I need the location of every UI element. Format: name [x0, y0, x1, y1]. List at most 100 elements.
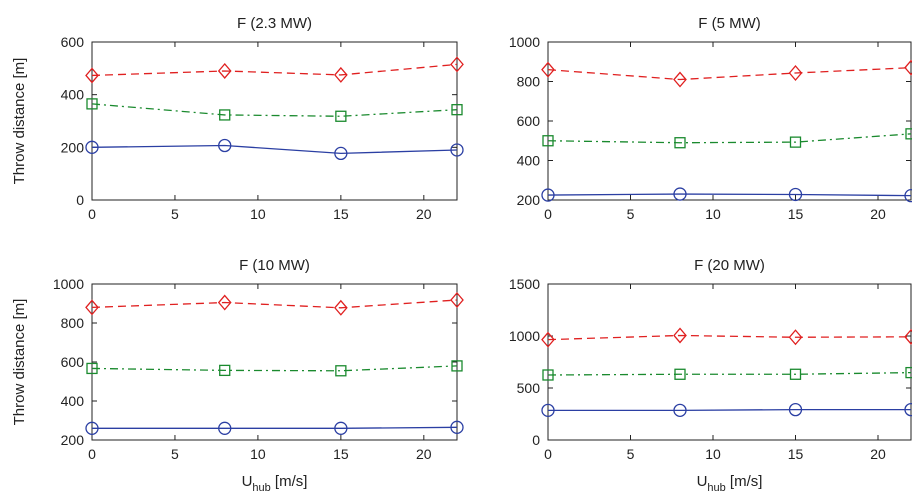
- series-line-square: [91, 365, 458, 372]
- chart-panel-4: F (20 MW) 0 5 10 15 20 0 500 1000 1500 Uhub [m/s]: [509, 257, 912, 494]
- data-point-diamond: [541, 61, 555, 78]
- x-tick-label: 15: [333, 446, 349, 462]
- data-point-square: [905, 128, 912, 140]
- x-tick-label: 5: [627, 206, 635, 222]
- data-point-square: [674, 368, 686, 380]
- data-point-circle: [788, 402, 803, 417]
- chart-title: F (5 MW): [698, 15, 760, 32]
- data-point-diamond: [334, 299, 348, 316]
- x-tick-label: 0: [88, 446, 96, 462]
- data-point-diamond: [450, 56, 464, 73]
- data-point-square: [451, 104, 463, 116]
- data-point-circle: [334, 421, 348, 435]
- data-point-diamond: [788, 65, 803, 82]
- x-tick-label: 5: [171, 206, 179, 222]
- x-tick-label: 20: [870, 206, 886, 222]
- data-point-diamond: [334, 66, 348, 83]
- series-layer: [85, 291, 464, 435]
- data-point-square: [86, 362, 98, 375]
- data-point-diamond: [217, 294, 232, 311]
- y-tick-label: 0: [532, 432, 540, 448]
- y-tick-label: 1000: [509, 328, 540, 344]
- data-point-circle: [334, 146, 348, 161]
- y-tick-label: 1500: [509, 276, 540, 292]
- y-tick-label: 800: [517, 74, 541, 90]
- series-line-diamond: [547, 334, 912, 341]
- data-point-square: [86, 98, 98, 110]
- y-tick-label: 1000: [53, 276, 84, 292]
- y-tick-label: 800: [61, 315, 85, 331]
- x-tick-label: 0: [544, 446, 552, 462]
- data-point-square: [219, 109, 231, 121]
- data-point-circle: [85, 140, 99, 154]
- data-point-circle: [450, 143, 464, 157]
- x-axis-label-subscript: hub: [707, 482, 725, 494]
- data-point-square: [789, 136, 802, 148]
- y-axis-label: Throw distance [m]: [11, 299, 28, 426]
- series-line-circle: [92, 426, 458, 429]
- x-tick-label: 5: [171, 446, 179, 462]
- series-layer: [85, 56, 464, 161]
- y-tick-label: 400: [61, 87, 85, 103]
- data-point-diamond: [788, 329, 803, 346]
- plot-frame: [91, 41, 458, 201]
- data-point-diamond: [450, 291, 464, 308]
- y-tick-label: 400: [517, 153, 541, 169]
- x-tick-label: 15: [788, 206, 804, 222]
- data-point-circle: [904, 189, 912, 203]
- x-tick-label: 15: [333, 206, 349, 222]
- series-layer: [541, 327, 912, 418]
- data-point-square: [789, 368, 802, 380]
- data-point-square: [905, 366, 912, 379]
- series-line-diamond: [91, 63, 458, 77]
- series-line-square: [547, 371, 912, 376]
- x-tick-label: 10: [250, 206, 266, 222]
- x-axis-label: Uhub [m/s]: [242, 473, 308, 494]
- series-line-square: [547, 133, 912, 144]
- x-tick-label: 10: [250, 446, 266, 462]
- data-point-square: [542, 135, 554, 147]
- y-tick-label: 500: [517, 380, 541, 396]
- chart-panel-2: F (5 MW) 0 5 10 15 20 200 400 600 800 1000: [509, 15, 912, 222]
- series-line-square: [91, 103, 458, 117]
- x-tick-label: 20: [416, 446, 432, 462]
- x-axis-label-unit: [m/s]: [726, 473, 763, 490]
- data-point-circle: [673, 187, 687, 201]
- series-line-circle: [91, 144, 458, 155]
- data-point-square: [335, 365, 347, 377]
- data-point-circle: [85, 421, 99, 435]
- data-point-square: [219, 364, 231, 377]
- y-tick-label: 200: [517, 192, 541, 208]
- data-point-diamond: [904, 59, 912, 76]
- x-axis-label-main: U: [697, 473, 708, 490]
- data-point-square: [542, 369, 554, 381]
- y-tick-label: 1000: [509, 34, 540, 50]
- y-tick-label: 200: [61, 139, 85, 155]
- data-point-circle: [904, 402, 912, 417]
- data-point-circle: [541, 188, 555, 202]
- series-line-diamond: [547, 67, 912, 81]
- data-point-diamond: [85, 299, 99, 316]
- data-point-circle: [673, 403, 687, 418]
- data-point-diamond: [541, 331, 555, 348]
- x-axis-label: Uhub [m/s]: [697, 473, 763, 494]
- chart-title: F (10 MW): [239, 257, 310, 274]
- series-line-circle: [547, 193, 912, 197]
- y-tick-label: 400: [61, 393, 85, 409]
- series-layer: [541, 59, 912, 203]
- data-point-diamond: [673, 71, 687, 88]
- x-tick-label: 20: [416, 206, 432, 222]
- x-tick-label: 15: [788, 446, 804, 462]
- x-tick-label: 0: [88, 206, 96, 222]
- x-axis-label-unit: [m/s]: [271, 473, 308, 490]
- y-tick-label: 600: [61, 34, 85, 50]
- data-point-circle: [788, 187, 803, 202]
- y-tick-label: 200: [61, 432, 85, 448]
- plot-frame: [547, 41, 912, 201]
- x-tick-label: 5: [627, 446, 635, 462]
- data-point-circle: [218, 138, 232, 153]
- data-point-square: [335, 110, 347, 122]
- data-point-diamond: [217, 62, 232, 79]
